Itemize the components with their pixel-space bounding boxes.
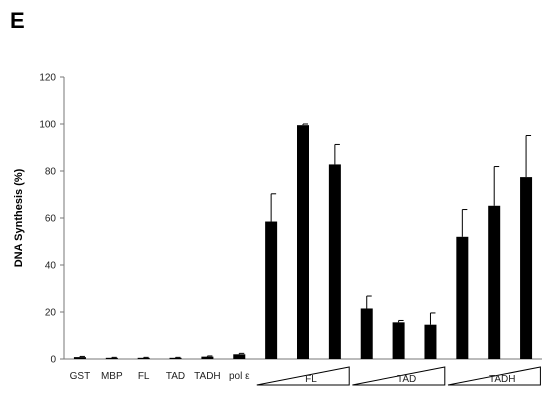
bar <box>488 205 501 359</box>
titration-triangle <box>256 366 350 386</box>
bar <box>392 322 405 359</box>
bar <box>201 356 214 359</box>
bar <box>297 125 309 359</box>
x-tick-label: FL <box>138 371 150 382</box>
y-tick-label: 100 <box>39 120 56 131</box>
x-tick-label: TADH <box>194 371 220 382</box>
bar <box>456 236 469 359</box>
y-axis-title: DNA Synthesis (%) <box>13 168 25 267</box>
titration-label: TADH <box>489 374 515 385</box>
y-tick-label: 120 <box>39 73 56 84</box>
y-tick-label: 40 <box>45 261 57 272</box>
bars <box>73 123 533 359</box>
titration-triangle <box>447 366 541 386</box>
x-tick-label: MBP <box>101 371 123 382</box>
bar <box>233 354 246 359</box>
titration-label: FL <box>305 374 317 385</box>
y-tick-label: 20 <box>45 308 57 319</box>
titration-label: TAD <box>397 374 416 385</box>
bar <box>265 221 278 359</box>
panel-label: E <box>10 8 25 33</box>
x-tick-label: TAD <box>166 371 185 382</box>
bar <box>73 357 86 359</box>
titration-groups: FL TAD TADH <box>256 366 541 386</box>
x-tick-label: pol ε <box>229 371 250 382</box>
bar <box>328 164 341 359</box>
titration-triangle <box>352 366 446 386</box>
bar <box>520 177 533 359</box>
bar <box>105 357 118 359</box>
x-tick-label: GST <box>70 371 91 382</box>
y-tick-label: 80 <box>45 167 57 178</box>
bar <box>169 357 182 359</box>
bar <box>360 308 373 359</box>
y-tick-label: 0 <box>50 355 56 366</box>
x-axis-labels: GST MBP FL TAD TADH pol ε <box>70 371 250 382</box>
y-tick-label: 60 <box>45 214 57 225</box>
bar <box>424 324 437 359</box>
bar <box>137 357 150 359</box>
